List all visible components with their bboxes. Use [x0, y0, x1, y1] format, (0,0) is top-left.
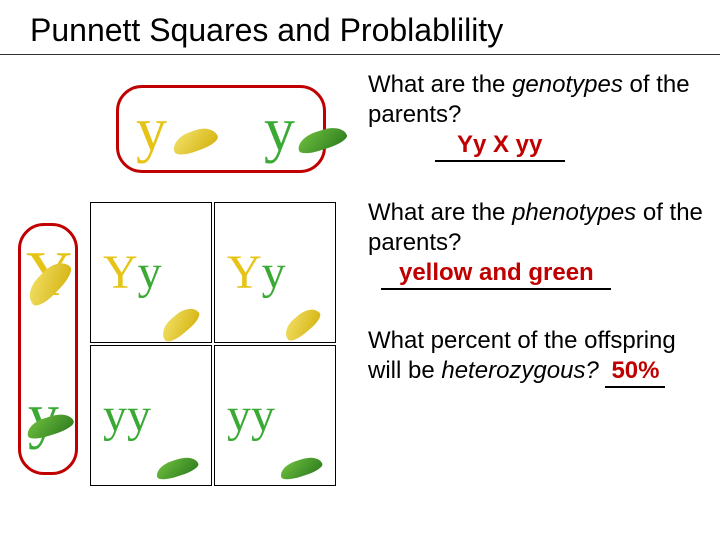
- answer-1: Yy X yy: [457, 131, 542, 158]
- question-2: What are the phenotypes of the parents? …: [368, 198, 708, 290]
- questions-panel: What are the genotypes of the parents? Y…: [368, 70, 708, 394]
- title-underline: [0, 54, 720, 55]
- question-3: What percent of the offspring will be he…: [368, 326, 708, 388]
- allele: y: [251, 389, 275, 442]
- allele: y: [138, 246, 162, 299]
- pea-pod-icon: [157, 303, 203, 346]
- allele: Y: [227, 246, 262, 299]
- allele: y: [127, 389, 151, 442]
- pea-pod-icon: [154, 454, 200, 483]
- punnett-grid: Yy Yy yy yy: [88, 200, 338, 488]
- pea-pod-icon: [280, 304, 323, 344]
- pea-pod-icon: [278, 454, 324, 483]
- allele: y: [103, 389, 127, 442]
- punnett-cell: yy: [90, 345, 212, 486]
- punnett-square: y y Y y Yy Yy yy yy: [18, 75, 338, 495]
- answer-2: yellow and green: [399, 259, 594, 286]
- parent-top-allele-2: y: [264, 95, 295, 166]
- punnett-cell: Yy: [214, 202, 336, 343]
- answer-3: 50%: [611, 357, 659, 384]
- allele: y: [227, 389, 251, 442]
- allele: Y: [103, 246, 138, 299]
- punnett-cell: Yy: [90, 202, 212, 343]
- parent-top-allele-1: y: [136, 95, 167, 166]
- allele: y: [262, 246, 286, 299]
- punnett-cell: yy: [214, 345, 336, 486]
- page-title: Punnett Squares and Problablility: [30, 12, 503, 49]
- question-1: What are the genotypes of the parents? Y…: [368, 70, 708, 162]
